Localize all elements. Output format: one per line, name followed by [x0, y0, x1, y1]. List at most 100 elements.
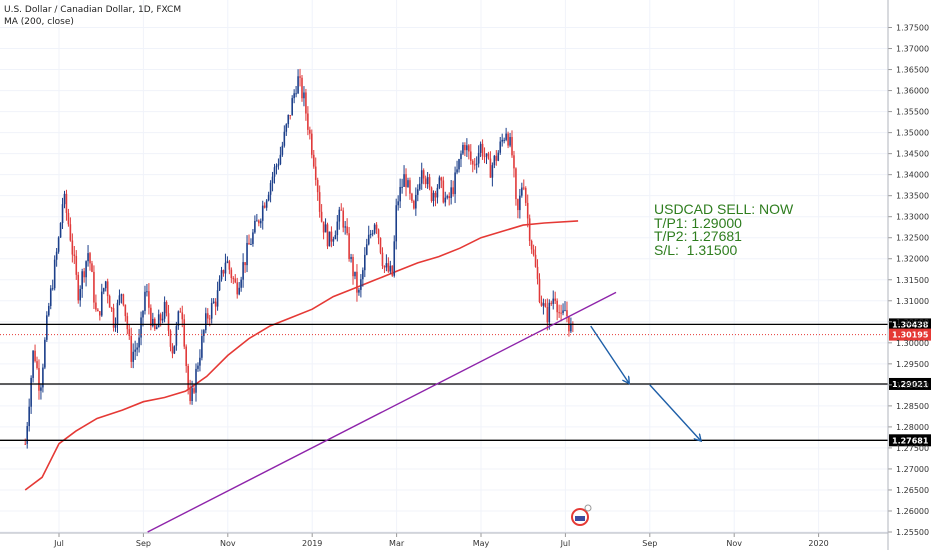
horizontal-levels[interactable]: 1.30438 1.29021 1.27681 1.30195	[0, 318, 931, 447]
candle	[426, 172, 429, 189]
candle	[73, 245, 76, 264]
candle	[362, 267, 364, 287]
candle	[383, 265, 386, 274]
candle	[187, 363, 189, 395]
candle	[415, 187, 417, 216]
candle	[30, 375, 32, 414]
candle	[222, 269, 225, 277]
candle	[42, 363, 44, 393]
candle	[367, 225, 370, 246]
candle	[216, 281, 219, 311]
support-trendline[interactable]	[147, 291, 617, 533]
candle	[246, 235, 248, 273]
trendline-drawing[interactable]	[147, 291, 617, 533]
candle	[128, 324, 131, 340]
candle	[468, 144, 470, 160]
candle	[122, 293, 125, 307]
current-price-tag	[889, 328, 931, 341]
candle	[507, 131, 509, 149]
candle	[556, 298, 558, 321]
candle	[428, 173, 431, 191]
candle	[309, 126, 311, 140]
candle	[289, 114, 292, 120]
candle	[177, 310, 180, 330]
candle	[371, 229, 374, 237]
time-axis[interactable]: Jul Sep Nov 2019 Mar May Jul Sep Nov 2020	[0, 532, 888, 548]
candle	[285, 123, 288, 136]
candle	[348, 226, 350, 262]
candle	[379, 237, 382, 255]
candle	[568, 316, 570, 337]
candle	[140, 311, 142, 346]
candle	[155, 324, 158, 330]
candle	[511, 130, 513, 158]
candle	[132, 343, 134, 369]
candle	[224, 253, 227, 282]
candle	[102, 287, 105, 295]
candle	[210, 298, 213, 324]
candle	[509, 132, 511, 148]
candle	[267, 191, 270, 202]
symbol-title[interactable]: U.S. Dollar / Canadian Dollar, 1D, FXCM	[4, 5, 182, 15]
candle	[281, 141, 284, 157]
ma-200-line[interactable]	[24, 220, 579, 491]
candle	[142, 310, 144, 327]
candle	[375, 222, 378, 234]
candle	[85, 260, 87, 287]
candle	[515, 167, 517, 206]
candle	[193, 386, 195, 394]
candle	[104, 280, 107, 292]
candle	[422, 168, 425, 185]
candle	[399, 178, 401, 209]
candle	[287, 114, 290, 128]
candle	[342, 207, 345, 233]
x-tick-label: Sep	[642, 539, 657, 548]
candle	[108, 294, 111, 308]
candle	[146, 283, 148, 297]
candle	[148, 283, 150, 315]
candle	[393, 235, 396, 278]
y-tick-label: 1.35500	[896, 108, 929, 117]
price-axis[interactable]: 1.37500 1.37000 1.36500 1.36000 1.35500 1.350…	[887, 0, 929, 550]
candle	[360, 274, 362, 298]
candle	[387, 257, 390, 273]
candle	[138, 329, 140, 353]
candle	[462, 142, 464, 156]
candle	[350, 253, 352, 263]
candle	[481, 139, 484, 160]
level-price-tag	[889, 434, 931, 447]
candle	[218, 275, 221, 292]
candle	[167, 304, 170, 337]
candle	[365, 238, 368, 256]
projection-arrow[interactable]	[590, 325, 629, 383]
y-tick-label: 1.27500	[896, 444, 929, 453]
current-price-label: 1.30195	[892, 331, 929, 340]
indicator-label[interactable]: MA (200, close)	[4, 17, 74, 27]
candle	[322, 221, 325, 240]
candle	[89, 251, 91, 271]
projection-arrow[interactable]	[649, 384, 701, 440]
candle	[242, 253, 244, 288]
projection-arrows[interactable]	[590, 325, 701, 440]
candle	[330, 226, 333, 248]
candle	[336, 215, 339, 242]
candle	[120, 293, 123, 304]
candle	[258, 219, 260, 227]
candle	[483, 147, 486, 164]
candle	[526, 194, 529, 228]
candle	[100, 283, 103, 317]
candle	[477, 145, 480, 168]
candle	[228, 259, 231, 275]
candle	[130, 327, 133, 369]
candle	[152, 312, 154, 328]
trade-annotation[interactable]: USDCAD SELL: NOW T/P1: 1.29000 T/P2: 1.2…	[654, 202, 793, 257]
candle	[36, 356, 38, 370]
candle	[430, 186, 433, 203]
candle	[495, 150, 498, 166]
candle	[503, 137, 505, 144]
candle	[358, 287, 360, 296]
y-tick-label: 1.32500	[896, 234, 929, 243]
candle	[32, 350, 34, 383]
candle	[450, 180, 452, 205]
